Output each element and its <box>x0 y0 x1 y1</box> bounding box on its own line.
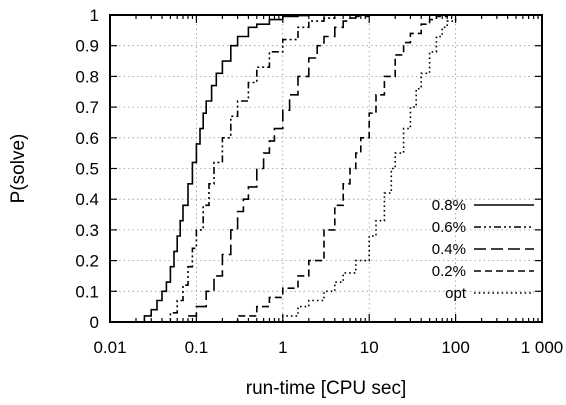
y-tick-label: 0.7 <box>75 98 99 117</box>
grid <box>110 15 542 322</box>
legend-label: 0.4% <box>432 241 466 258</box>
y-tick-label: 0.4 <box>75 190 99 209</box>
y-tick-label: 0.6 <box>75 129 99 148</box>
legend-label: 0.6% <box>432 219 466 236</box>
x-tick-label: 1 000 <box>521 338 564 357</box>
y-tick-label: 0.9 <box>75 37 99 56</box>
y-tick-label: 1 <box>90 6 99 25</box>
y-tick-label: 0 <box>90 313 99 332</box>
y-tick-label: 0.5 <box>75 160 99 179</box>
legend-label: 0.8% <box>432 197 466 214</box>
y-tick-label: 0.2 <box>75 252 99 271</box>
series-line-4 <box>269 15 457 323</box>
x-tick-label: 10 <box>360 338 379 357</box>
x-tick-label: 0.01 <box>93 338 126 357</box>
y-tick-label: 0.3 <box>75 221 99 240</box>
y-axis-title: P(solve) <box>8 134 29 204</box>
legend-label: opt <box>445 285 467 302</box>
y-tick-label: 0.1 <box>75 282 99 301</box>
legend-label: 0.2% <box>432 263 466 280</box>
y-tick-label: 0.8 <box>75 67 99 86</box>
series-line-3 <box>222 14 456 323</box>
series-layer <box>132 14 457 323</box>
series-line-2 <box>177 15 370 323</box>
x-tick-label: 0.1 <box>185 338 209 357</box>
series-line-1 <box>162 15 336 323</box>
ticks: 0 0.1 0.2 0.3 0.4 0.5 0.6 0.7 0.8 0.9 1 0.01 0.1 1 10 1… <box>75 6 563 357</box>
series-line-0 <box>132 14 318 323</box>
x-tick-label: 1 <box>278 338 287 357</box>
x-tick-label: 100 <box>441 338 469 357</box>
x-axis-title: run-time [CPU sec] <box>246 378 406 399</box>
legend: 0.8% 0.6% 0.4% 0.2% opt <box>432 197 534 302</box>
